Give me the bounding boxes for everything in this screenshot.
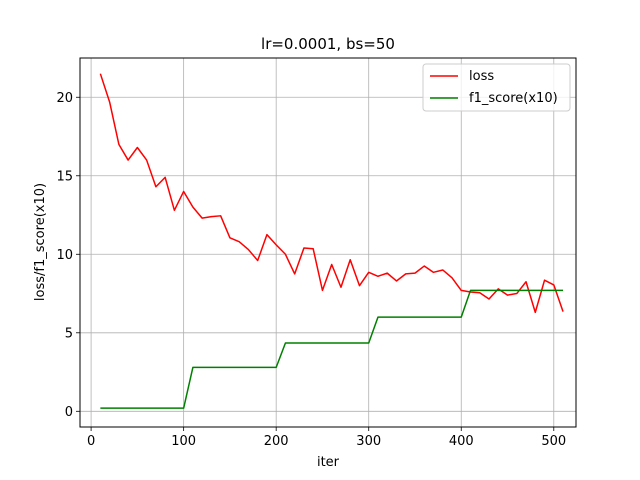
y-tick-label: 10 (56, 248, 73, 263)
series-line-f1-score-x10 (100, 289, 564, 409)
y-axis-label: loss/f1_score(x10) (33, 183, 48, 301)
legend-label-f1-score: f1_score(x10) (469, 91, 558, 106)
plot-frame (79, 57, 577, 428)
x-tick-label: 300 (356, 434, 381, 449)
series-layer (99, 73, 564, 409)
y-tick-label: 0 (65, 405, 73, 420)
chart-title: lr=0.0001, bs=50 (261, 35, 395, 53)
x-tick-label: 100 (171, 434, 196, 449)
x-tick-label: 500 (541, 434, 566, 449)
legend-box (422, 63, 571, 112)
legend-label-loss: loss (469, 69, 494, 84)
x-tick-label: 0 (87, 434, 95, 449)
legend: loss f1_score(x10) (422, 63, 571, 112)
x-axis-label: iter (317, 455, 340, 470)
x-tick-label: 200 (264, 434, 289, 449)
axis-ticks: 0 100 200 300 400 500 0 5 10 15 20 (56, 91, 566, 449)
y-tick-label: 5 (65, 326, 73, 341)
y-tick-label: 20 (56, 91, 73, 106)
y-tick-label: 15 (56, 169, 73, 184)
x-tick-label: 400 (449, 434, 474, 449)
series-line-loss (99, 73, 564, 314)
